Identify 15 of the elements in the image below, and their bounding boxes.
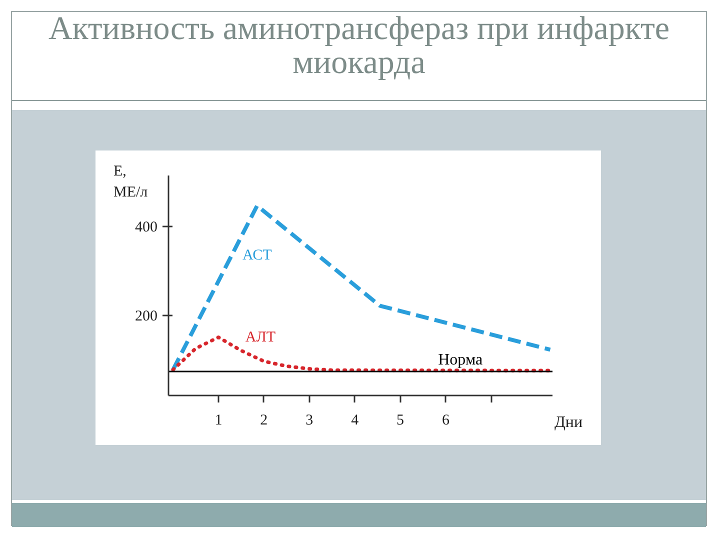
x-tick-label: 4 xyxy=(351,412,360,428)
line-series xyxy=(171,204,552,372)
x-tick-label: 2 xyxy=(260,412,268,428)
x-tick-label: 3 xyxy=(306,412,314,428)
y-axis-title: Е, МЕ/л xyxy=(114,164,148,200)
ref-line-label: Норма xyxy=(438,352,483,368)
series-label: АЛТ xyxy=(245,329,276,346)
y-tick-label: 200 xyxy=(135,308,158,324)
series-label: АСТ xyxy=(242,248,272,264)
x-tick-label: 5 xyxy=(396,412,404,428)
x-tick-label: 6 xyxy=(442,412,450,428)
chart-title: Активность аминотрансфераз при инфаркте миокарда xyxy=(47,11,671,81)
x-tick-label: 1 xyxy=(214,412,222,428)
y-tick-label: 400 xyxy=(135,220,158,236)
x-axis-title: Дни xyxy=(554,414,583,431)
